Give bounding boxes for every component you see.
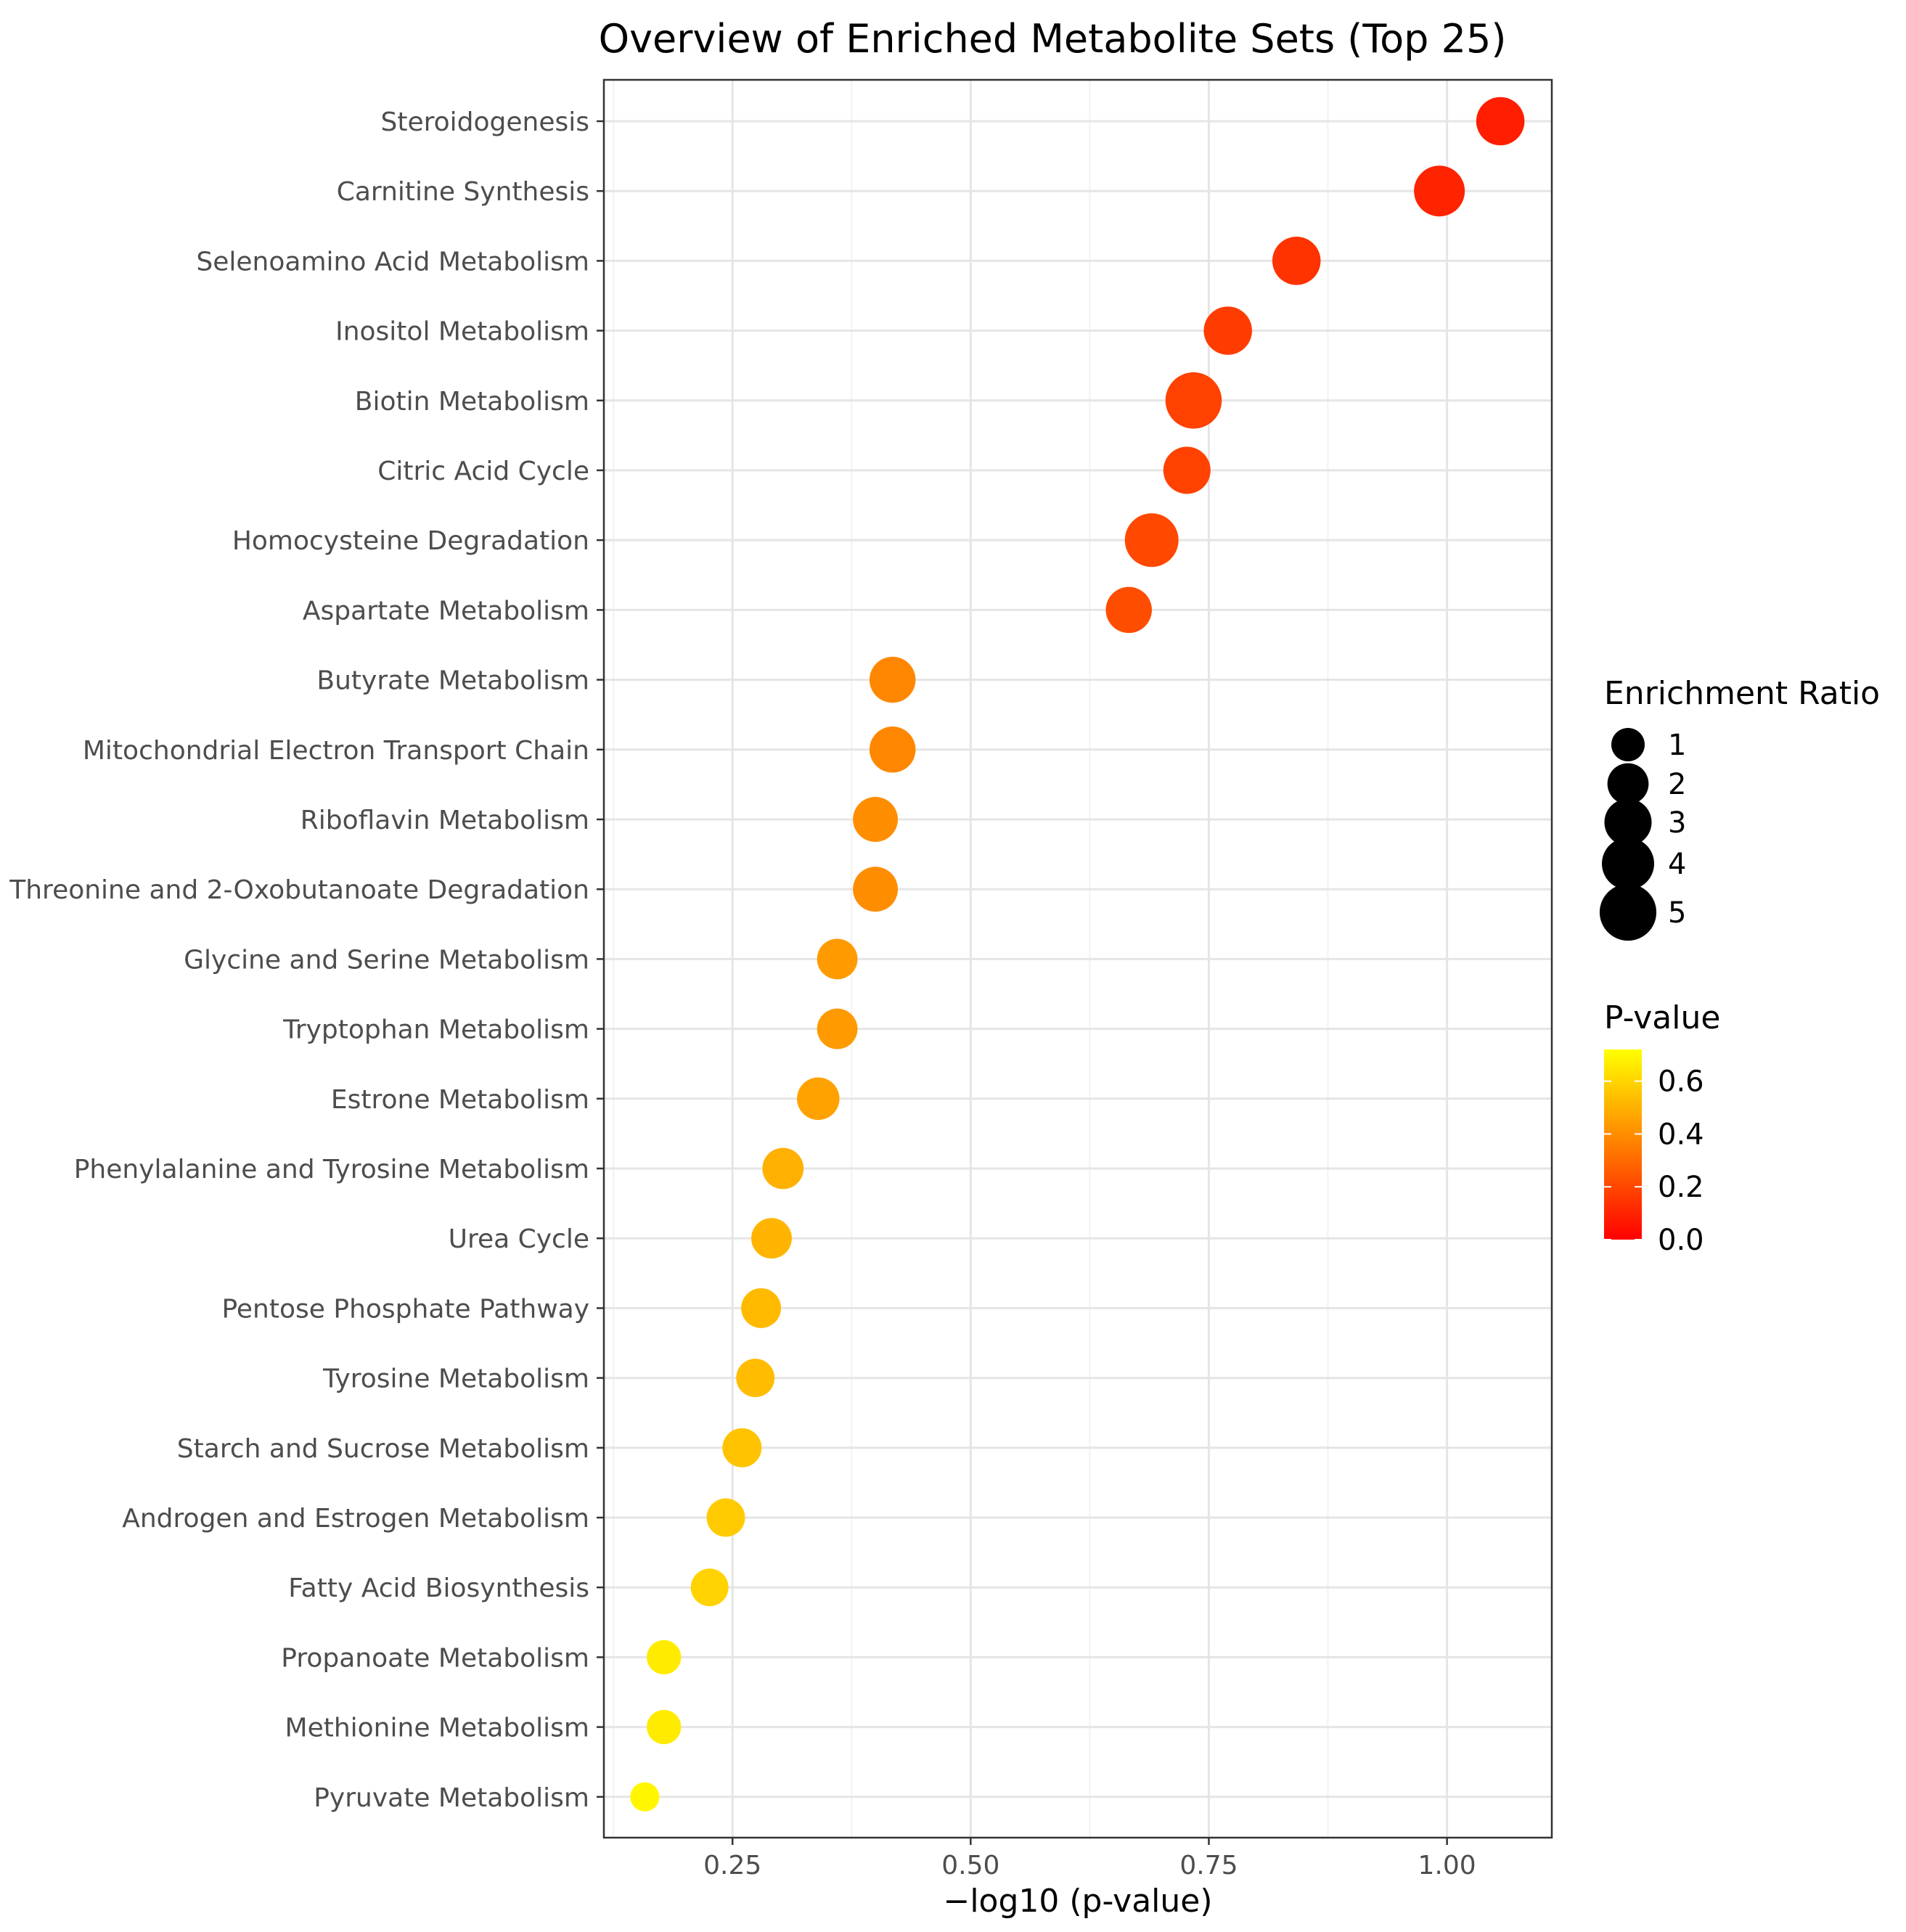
data-point (869, 656, 916, 703)
y-tick-label: Butyrate Metabolism (316, 666, 589, 696)
size-legend-key (1599, 883, 1657, 941)
data-point (647, 1640, 682, 1675)
color-legend-label: 0.4 (1658, 1118, 1704, 1151)
data-point (853, 867, 899, 912)
y-tick-label: Phenylalanine and Tyrosine Metabolism (74, 1155, 589, 1184)
data-point (630, 1782, 660, 1812)
data-point (722, 1428, 762, 1468)
data-point (1203, 306, 1252, 355)
chart-title: Overview of Enriched Metabolite Sets (To… (599, 16, 1507, 62)
data-point (1124, 513, 1179, 568)
size-legend-title: Enrichment Ratio (1604, 675, 1880, 712)
y-tick-label: Pentose Phosphate Pathway (221, 1294, 589, 1324)
color-legend-title: P-value (1604, 999, 1720, 1036)
data-point (1105, 586, 1152, 634)
y-tick-label: Citric Acid Cycle (377, 457, 589, 486)
size-legend-label: 5 (1668, 896, 1686, 930)
data-point (741, 1288, 782, 1328)
x-tick-label: 0.75 (1179, 1851, 1238, 1880)
y-tick-label: Fatty Acid Biosynthesis (288, 1573, 589, 1603)
y-tick-label: Inositol Metabolism (335, 317, 589, 347)
data-point (1414, 165, 1465, 217)
data-point (736, 1359, 775, 1398)
color-legend-label: 0.6 (1658, 1065, 1704, 1099)
data-point (1272, 237, 1321, 285)
data-point (690, 1568, 729, 1607)
data-point (706, 1498, 745, 1537)
size-legend-key (1604, 798, 1652, 846)
y-tick-label: Selenoamino Acid Metabolism (196, 247, 589, 277)
data-point (751, 1218, 792, 1259)
plot-area: Steroidogenesis Carnitine Synthesis Seleno… (9, 78, 1553, 1920)
y-tick-label: Glycine and Serine Metabolism (184, 945, 589, 975)
y-tick-label: Biotin Metabolism (355, 387, 589, 417)
size-legend-key (1602, 838, 1654, 890)
y-tick-label: Threonine and 2-Oxobutanoate Degradation (9, 875, 589, 905)
y-tick-label: Mitochondrial Electron Transport Chain (83, 736, 589, 766)
data-point (647, 1709, 682, 1745)
y-tick-label: Androgen and Estrogen Metabolism (122, 1504, 589, 1534)
size-legend-label: 4 (1668, 848, 1686, 881)
y-tick-label: Tyrosine Metabolism (322, 1364, 589, 1394)
size-legend-key (1607, 763, 1649, 805)
data-point (869, 726, 916, 773)
legend: Enrichment Ratio 1 2 3 4 5 P-value 0.0 0.2 0.4 0.6 (1599, 675, 1880, 1257)
size-legend-label: 1 (1668, 729, 1686, 762)
data-point (1476, 97, 1525, 146)
data-point (797, 1077, 840, 1121)
y-tick-label: Riboflavin Metabolism (300, 806, 589, 835)
y-tick-label: Carnitine Synthesis (337, 177, 589, 207)
x-tick-label: 0.50 (941, 1851, 999, 1880)
size-legend-label: 2 (1668, 768, 1686, 801)
color-legend-label: 0.0 (1658, 1224, 1704, 1257)
size-legend-key (1611, 728, 1645, 761)
y-tick-label: Tryptophan Metabolism (282, 1015, 589, 1045)
data-point (853, 797, 899, 842)
data-point (817, 938, 858, 980)
y-tick-label: Urea Cycle (449, 1224, 589, 1254)
data-point (1163, 446, 1211, 494)
y-tick-label: Aspartate Metabolism (303, 596, 589, 626)
y-tick-label: Estrone Metabolism (331, 1085, 589, 1115)
x-tick-label: 1.00 (1418, 1851, 1476, 1880)
y-tick-label: Methionine Metabolism (285, 1714, 589, 1743)
data-point (762, 1147, 804, 1190)
data-point (1165, 372, 1222, 429)
y-tick-label: Propanoate Metabolism (281, 1643, 589, 1673)
size-legend-label: 3 (1668, 806, 1686, 840)
y-tick-label: Homocysteine Degradation (232, 526, 589, 556)
x-axis-label: −log10 (p-value) (943, 1883, 1212, 1920)
color-legend-label: 0.2 (1658, 1171, 1704, 1204)
y-tick-label: Starch and Sucrose Metabolism (177, 1434, 589, 1464)
y-tick-label: Steroidogenesis (380, 107, 589, 137)
color-bar (1604, 1049, 1642, 1240)
data-point (817, 1008, 858, 1049)
y-tick-label: Pyruvate Metabolism (314, 1783, 589, 1813)
x-tick-label: 0.25 (703, 1851, 761, 1880)
